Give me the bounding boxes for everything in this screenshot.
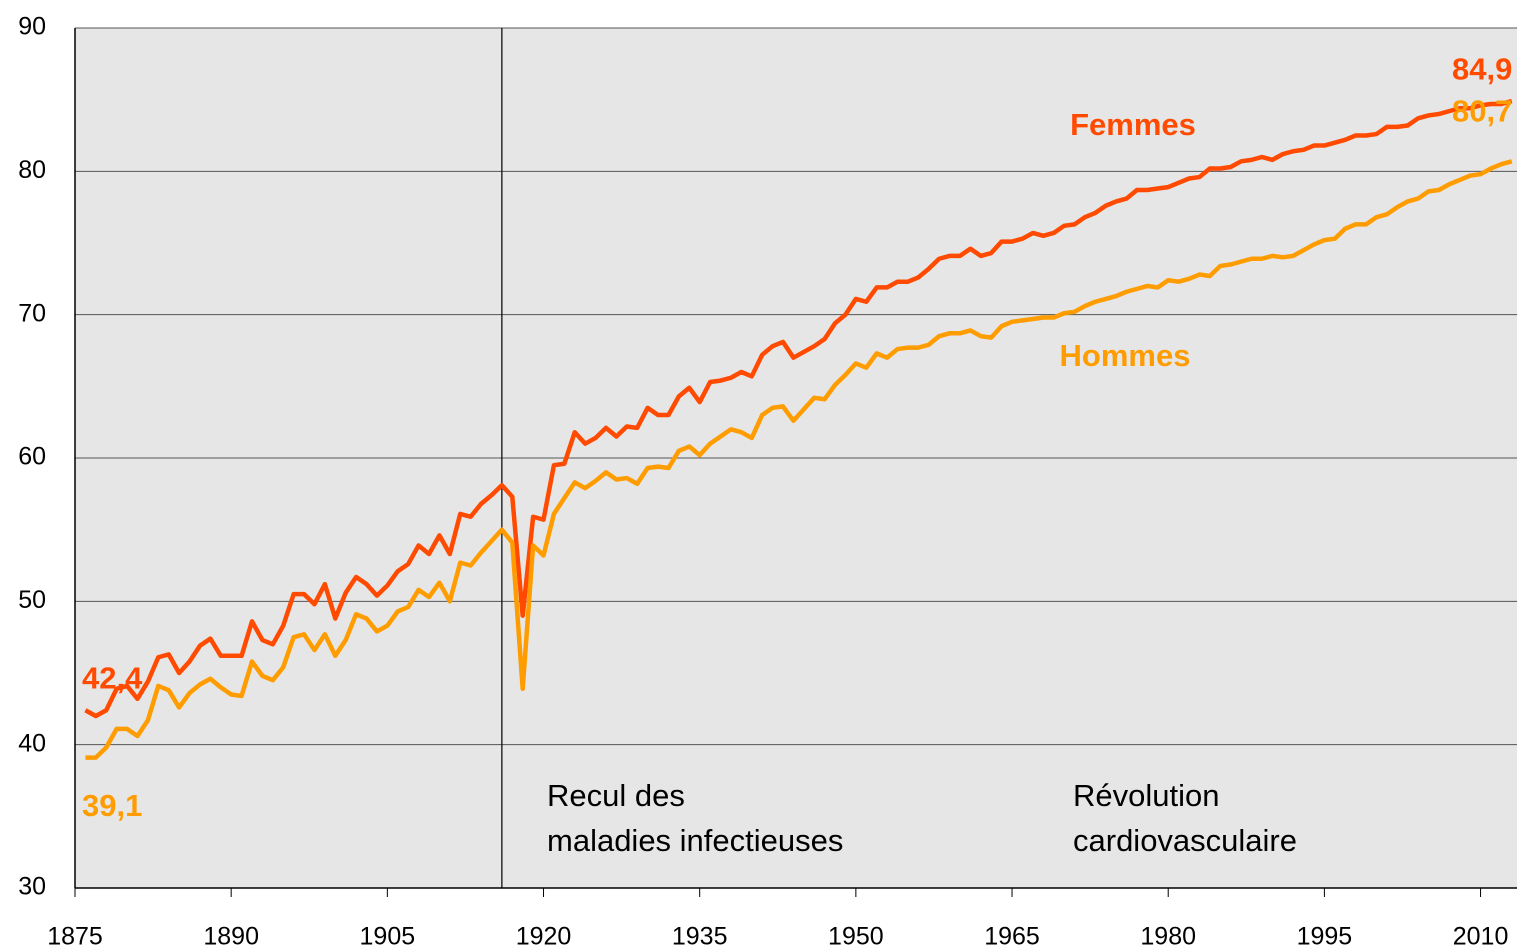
x-tick-label: 1875: [47, 923, 103, 951]
annotation: Révolution: [1073, 778, 1219, 813]
y-tick-label: 50: [18, 586, 46, 614]
y-tick-label: 70: [18, 299, 46, 327]
x-tick-label: 1935: [672, 923, 728, 951]
y-tick-label: 80: [18, 156, 46, 184]
value-label: 80,7: [1452, 93, 1512, 128]
x-tick-label: 1965: [984, 923, 1040, 951]
x-tick-label: 1950: [828, 923, 884, 951]
y-tick-label: 90: [18, 13, 46, 41]
annotation: cardiovasculaire: [1073, 823, 1297, 858]
x-tick-label: 1995: [1297, 923, 1353, 951]
x-tick-label: 2010: [1453, 923, 1509, 951]
annotation: Recul des: [547, 778, 685, 813]
value-label: 42,4: [82, 660, 143, 695]
x-tick-label: 1890: [203, 923, 259, 951]
series-line: [85, 159, 1513, 760]
value-label: 39,1: [82, 788, 142, 823]
annotation: maladies infectieuses: [547, 823, 843, 858]
x-tick-label: 1920: [516, 923, 572, 951]
value-label: 84,9: [1452, 51, 1512, 86]
series-label: Hommes: [1060, 338, 1191, 373]
y-tick-label: 30: [18, 873, 46, 901]
x-tick-label: 1905: [360, 923, 416, 951]
series-label: Femmes: [1070, 107, 1196, 142]
y-tick-label: 60: [18, 443, 46, 471]
x-tick-label: 1980: [1140, 923, 1196, 951]
y-tick-label: 40: [18, 729, 46, 757]
series-line: [84, 98, 1513, 719]
